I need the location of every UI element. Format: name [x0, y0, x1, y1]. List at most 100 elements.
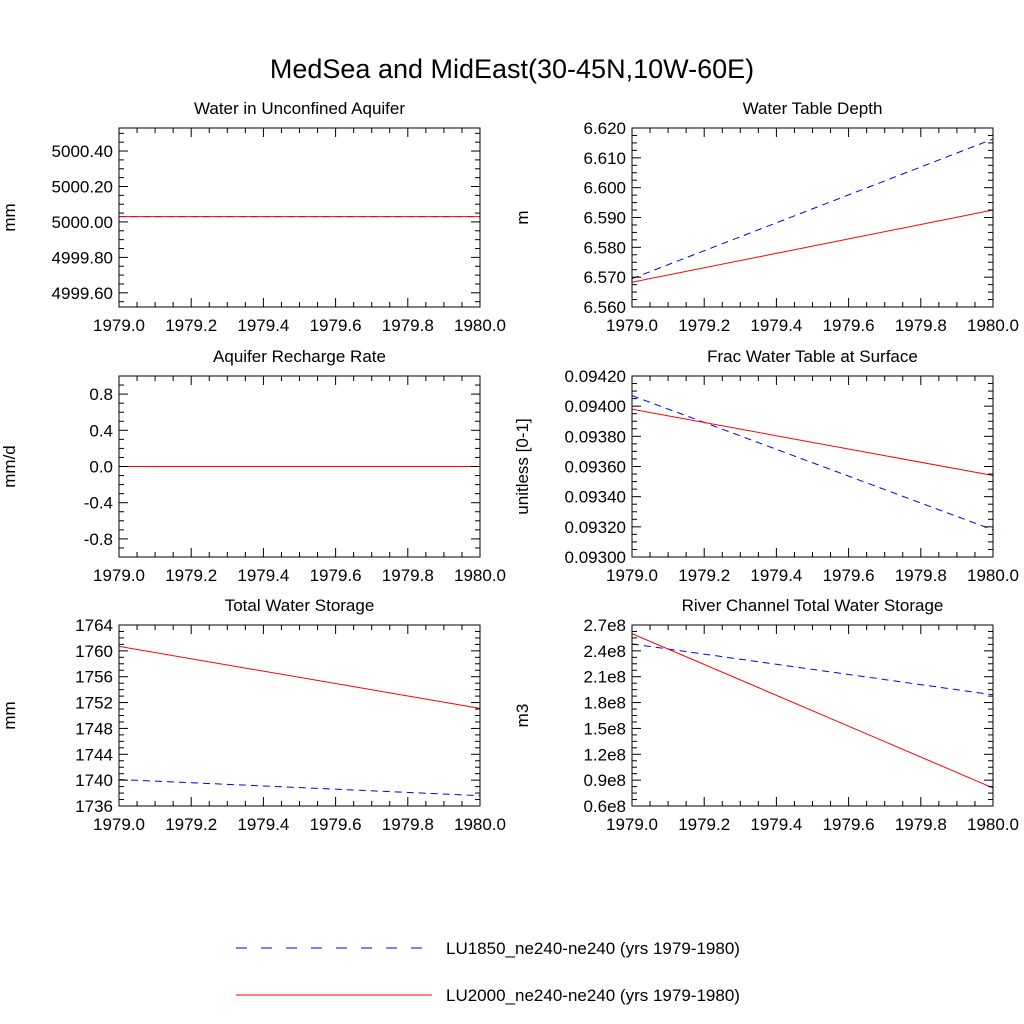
- panel-total-water-storage-ytick-label: 1740: [75, 771, 113, 790]
- panel-river-channel-total-water-storage-xtick-label: 1979.6: [823, 815, 875, 834]
- panel-river-channel-total-water-storage-xtick-label: 1979.8: [895, 815, 947, 834]
- panel-river-channel-total-water-storage-ytick-label: 2.4e8: [583, 642, 626, 661]
- panel-water-table-depth-series-2: [631, 209, 994, 283]
- panel-water-in-unconfined-aquifer-title: Water in Unconfined Aquifer: [194, 99, 405, 118]
- panel-frac-water-table-at-surface-frame: [631, 375, 994, 558]
- panel-river-channel-total-water-storage-ytick-label: 1.8e8: [583, 694, 626, 713]
- panel-water-in-unconfined-aquifer-xtick-label: 1979.6: [310, 316, 362, 335]
- panel-total-water-storage-frame: [118, 624, 481, 807]
- panel-frac-water-table-at-surface-series-1: [631, 395, 994, 531]
- panel-frac-water-table-at-surface-ytick-label: 0.09340: [565, 488, 626, 507]
- panel-river-channel-total-water-storage-series-2: [631, 633, 994, 789]
- panel-water-table-depth-series-1: [631, 138, 994, 280]
- panel-frac-water-table-at-surface-ytick-label: 0.09380: [565, 427, 626, 446]
- panel-aquifer-recharge-rate-title: Aquifer Recharge Rate: [213, 347, 386, 366]
- panel-total-water-storage-ytick-label: 1744: [75, 745, 113, 764]
- panel-water-in-unconfined-aquifer-ytick-label: 5000.40: [52, 142, 113, 161]
- panel-water-table-depth-xtick-label: 1979.0: [606, 316, 658, 335]
- panel-river-channel-total-water-storage: River Channel Total Water Storage m3 1979.…: [513, 596, 1019, 834]
- panel-total-water-storage-xtick-label: 1979.0: [93, 815, 145, 834]
- panel-river-channel-total-water-storage-ytick-label: 2.1e8: [583, 668, 626, 687]
- panel-total-water-storage-xtick-label: 1979.4: [237, 815, 289, 834]
- panel-aquifer-recharge-rate-xtick-label: 1979.8: [382, 566, 434, 585]
- panel-river-channel-total-water-storage-ytick-label: 1.5e8: [583, 719, 626, 738]
- panel-total-water-storage-ytick-label: 1760: [75, 642, 113, 661]
- panel-frac-water-table-at-surface-series-2: [631, 408, 994, 477]
- panel-water-in-unconfined-aquifer-ytick-label: 5000.00: [52, 213, 113, 232]
- panel-water-in-unconfined-aquifer-ytick-label: 4999.60: [52, 284, 113, 303]
- panel-total-water-storage-ytick-label: 1756: [75, 668, 113, 687]
- panel-aquifer-recharge-rate-xtick-label: 1979.6: [310, 566, 362, 585]
- panel-frac-water-table-at-surface-title: Frac Water Table at Surface: [707, 347, 918, 366]
- panel-total-water-storage-xtick-label: 1979.6: [310, 815, 362, 834]
- panel-total-water-storage-ytick-label: 1752: [75, 694, 113, 713]
- panel-total-water-storage-ylabel: mm: [0, 701, 19, 729]
- panel-water-table-depth: Water Table Depth m 1979.0 1979.2 1979.4 1979…: [513, 99, 1019, 335]
- panel-river-channel-total-water-storage-series-1: [631, 643, 994, 696]
- panel-water-table-depth-ytick-label: 6.600: [583, 179, 626, 198]
- panel-water-table-depth-xtick-label: 1980.0: [967, 316, 1019, 335]
- panel-aquifer-recharge-rate-xtick-label: 1980.0: [454, 566, 506, 585]
- panel-river-channel-total-water-storage-ytick-label: 1.2e8: [583, 745, 626, 764]
- legend-label-lu1850: LU1850_ne240-ne240 (yrs 1979-1980): [446, 939, 740, 958]
- panel-water-table-depth-ytick-label: 6.580: [583, 238, 626, 257]
- panel-frac-water-table-at-surface-xtick-label: 1979.2: [678, 566, 730, 585]
- panel-water-table-depth-xtick-label: 1979.4: [750, 316, 802, 335]
- panel-water-in-unconfined-aquifer-xtick-label: 1979.8: [382, 316, 434, 335]
- panel-aquifer-recharge-rate-ytick-label: -0.8: [84, 530, 113, 549]
- panel-total-water-storage-ytick-label: 1736: [75, 797, 113, 816]
- panel-total-water-storage-series-1: [118, 779, 481, 797]
- panel-total-water-storage-xtick-label: 1979.8: [382, 815, 434, 834]
- panel-water-table-depth-ytick-label: 6.560: [583, 298, 626, 317]
- panel-aquifer-recharge-rate-ytick-label: 0.8: [89, 385, 113, 404]
- panel-total-water-storage-ytick-label: 1764: [75, 616, 113, 635]
- panel-aquifer-recharge-rate-ytick-label: 0.0: [89, 458, 113, 477]
- panel-water-in-unconfined-aquifer-xtick-label: 1979.2: [165, 316, 217, 335]
- panel-frac-water-table-at-surface-xtick-label: 1979.6: [823, 566, 875, 585]
- panel-frac-water-table-at-surface-ytick-label: 0.09300: [565, 548, 626, 567]
- panel-water-in-unconfined-aquifer: Water in Unconfined Aquifer mm 1979.0 1979.…: [0, 99, 506, 335]
- panel-water-in-unconfined-aquifer-frame: [118, 127, 481, 308]
- panel-frac-water-table-at-surface-xtick-label: 1979.0: [606, 566, 658, 585]
- panel-water-table-depth-xtick-label: 1979.2: [678, 316, 730, 335]
- panel-frac-water-table-at-surface-ytick-label: 0.09400: [565, 397, 626, 416]
- panel-water-in-unconfined-aquifer-xtick-label: 1979.0: [93, 316, 145, 335]
- panel-aquifer-recharge-rate-xtick-label: 1979.4: [237, 566, 289, 585]
- panel-aquifer-recharge-rate-ylabel: mm/d: [0, 445, 19, 488]
- panel-total-water-storage-series-2: [118, 645, 481, 709]
- panel-frac-water-table-at-surface-xtick-label: 1979.4: [750, 566, 802, 585]
- panel-total-water-storage-xtick-label: 1980.0: [454, 815, 506, 834]
- panel-total-water-storage: Total Water Storage mm 1979.0 1979.2 1979.4 1…: [0, 596, 506, 834]
- panel-aquifer-recharge-rate-ytick-label: 0.4: [89, 421, 113, 440]
- panel-aquifer-recharge-rate-ytick-label: -0.4: [84, 494, 113, 513]
- legend: LU1850_ne240-ne240 (yrs 1979-1980) LU200…: [236, 939, 740, 1005]
- panel-river-channel-total-water-storage-xtick-label: 1980.0: [967, 815, 1019, 834]
- panel-river-channel-total-water-storage-frame: [631, 624, 994, 807]
- panel-river-channel-total-water-storage-ytick-label: 0.6e8: [583, 797, 626, 816]
- panel-river-channel-total-water-storage-ytick-label: 2.7e8: [583, 616, 626, 635]
- panel-total-water-storage-title: Total Water Storage: [225, 596, 375, 615]
- panel-river-channel-total-water-storage-title: River Channel Total Water Storage: [682, 596, 944, 615]
- panel-water-in-unconfined-aquifer-xtick-label: 1979.4: [237, 316, 289, 335]
- panel-water-in-unconfined-aquifer-ytick-label: 4999.80: [52, 248, 113, 267]
- panel-frac-water-table-at-surface-xtick-label: 1980.0: [967, 566, 1019, 585]
- panel-river-channel-total-water-storage-ylabel: m3: [513, 704, 532, 728]
- panel-water-in-unconfined-aquifer-ylabel: mm: [0, 203, 19, 231]
- panel-water-table-depth-xtick-label: 1979.8: [895, 316, 947, 335]
- panel-aquifer-recharge-rate-xtick-label: 1979.0: [93, 566, 145, 585]
- panel-water-table-depth-ylabel: m: [513, 210, 532, 224]
- panel-water-in-unconfined-aquifer-ytick-label: 5000.20: [52, 177, 113, 196]
- panel-total-water-storage-xtick-label: 1979.2: [165, 815, 217, 834]
- panel-water-table-depth-ytick-label: 6.570: [583, 268, 626, 287]
- panel-grid: Water in Unconfined Aquifer mm 1979.0 1979.…: [0, 99, 1019, 834]
- panel-aquifer-recharge-rate-xtick-label: 1979.2: [165, 566, 217, 585]
- figure-title: MedSea and MidEast(30-45N,10W-60E): [270, 54, 754, 84]
- panel-river-channel-total-water-storage-xtick-label: 1979.2: [678, 815, 730, 834]
- panel-frac-water-table-at-surface-ylabel: unitless [0-1]: [513, 418, 532, 514]
- panel-aquifer-recharge-rate: Aquifer Recharge Rate mm/d 1979.0 1979.2 197…: [0, 347, 506, 585]
- panel-frac-water-table-at-surface-xtick-label: 1979.8: [895, 566, 947, 585]
- panel-river-channel-total-water-storage-ytick-label: 0.9e8: [583, 771, 626, 790]
- panel-river-channel-total-water-storage-xtick-label: 1979.0: [606, 815, 658, 834]
- panel-water-table-depth-ytick-label: 6.590: [583, 209, 626, 228]
